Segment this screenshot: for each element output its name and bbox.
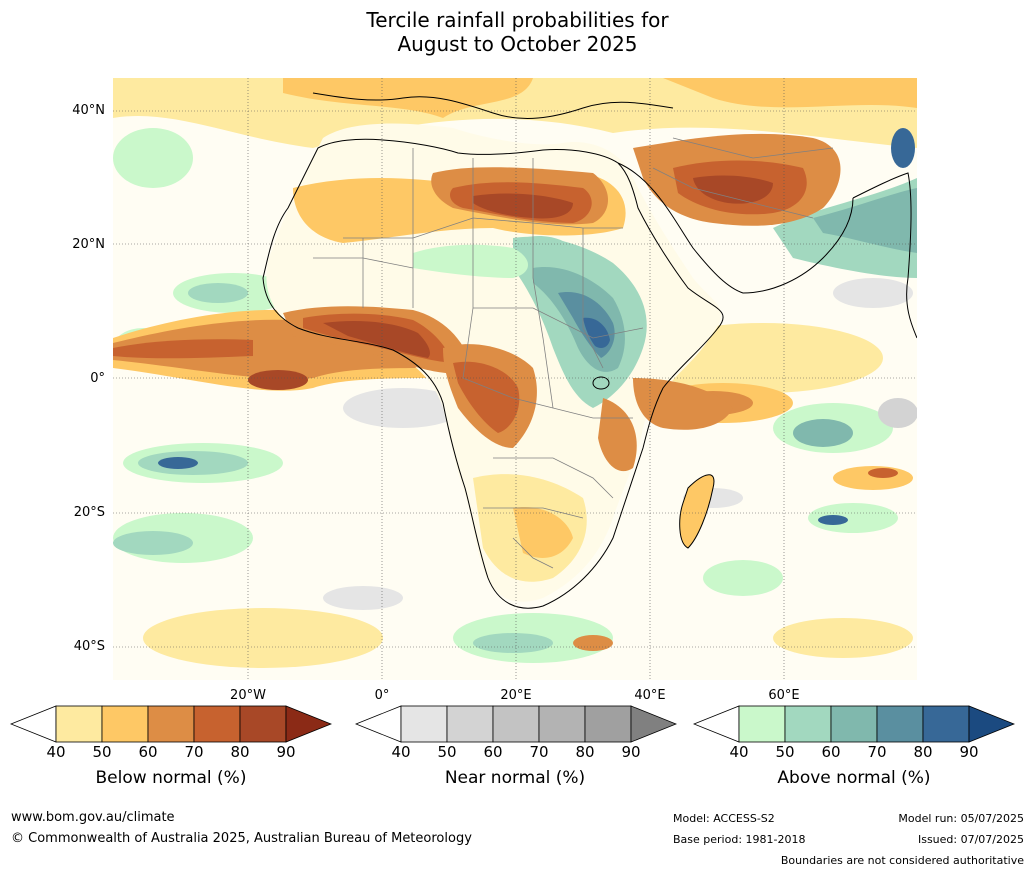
colorbar-above-title: Above normal (%) [777,768,931,788]
colorbar-above-tick: 40 [729,743,749,761]
map-title: Tercile rainfall probabilities for Augus… [0,8,1035,56]
colorbar-above-tick: 70 [867,743,887,761]
model-name: Model: ACCESS-S2 [673,812,775,825]
colorbar-above-tick: 80 [913,743,933,761]
base-period: Base period: 1981-2018 [673,833,806,846]
coastlines [262,92,917,609]
colorbar-near-swatch [538,705,586,743]
colorbar-below-tick: 90 [276,743,296,761]
colorbar-below-swatch [147,705,195,743]
colorbar-above-tick: 60 [821,743,841,761]
colorbar-above-swatches [693,705,1015,743]
colorbar-above-tick: 90 [959,743,979,761]
colorbar-near-tick: 70 [529,743,549,761]
colorbar-above-tick: 50 [775,743,795,761]
colorbar-near-swatch [446,705,494,743]
colorbar-near-swatches [355,705,677,743]
colorbar-below-tick: 50 [92,743,112,761]
colorbar-below-low-extend [10,705,57,743]
lon-label-20e: 20°E [500,688,532,703]
colorbar-below-swatches [10,705,332,743]
colorbar-above-swatch [784,705,832,743]
colorbar-below-swatch [193,705,241,743]
map-canvas [113,78,917,680]
colorbar-below-swatch [101,705,149,743]
colorbar-below-tick: 60 [138,743,158,761]
lat-label-40s: 40°S [73,639,105,654]
colorbar-above-low-extend [693,705,740,743]
colorbar-below-tick: 70 [184,743,204,761]
colorbar-near-swatch [584,705,632,743]
colorbar-near-tick: 90 [621,743,641,761]
lat-label-equator: 0° [90,371,105,386]
graticule [113,78,917,680]
colorbar-above-ticks: 40 50 60 70 80 90 [693,743,1015,763]
colorbar-near-swatch [400,705,448,743]
colorbar-near-tick: 80 [575,743,595,761]
colorbar-below-normal: 40 50 60 70 80 90 [10,705,332,763]
lat-label-20n: 20°N [72,237,105,252]
colorbar-above-swatch [830,705,878,743]
lon-label-20w: 20°W [230,688,266,703]
colorbar-below-tick: 80 [230,743,250,761]
colorbar-above-normal: 40 50 60 70 80 90 [693,705,1015,763]
colorbar-above-swatch [738,705,786,743]
colorbar-below-title: Below normal (%) [95,768,247,788]
colorbar-below-ticks: 40 50 60 70 80 90 [10,743,332,763]
issued-date: Issued: 07/07/2025 [917,833,1024,846]
colorbar-near-high-extend [630,705,677,743]
colorbar-above-swatch [876,705,924,743]
lon-label-40e: 40°E [634,688,666,703]
title-line-1: Tercile rainfall probabilities for [366,8,669,32]
colorbar-above-swatch [922,705,970,743]
lon-label-0: 0° [374,688,390,703]
africa-land [266,123,841,602]
colorbar-near-swatch [492,705,540,743]
title-line-2: August to October 2025 [397,32,638,56]
colorbar-below-swatch [239,705,287,743]
lon-label-60e: 60°E [768,688,800,703]
country-borders [313,137,834,569]
colorbar-near-normal: 40 50 60 70 80 90 [355,705,677,763]
lat-label-40n: 40°N [72,103,105,118]
colorbar-near-tick: 50 [437,743,457,761]
colorbar-near-low-extend [355,705,402,743]
model-run-date: Model run: 05/07/2025 [898,812,1024,825]
probability-map[interactable] [113,78,917,680]
colorbar-below-high-extend [285,705,332,743]
colorbar-near-tick: 60 [483,743,503,761]
lat-label-20s: 20°S [73,505,105,520]
copyright-text: © Commonwealth of Australia 2025, Austra… [11,831,472,846]
boundaries-disclaimer: Boundaries are not considered authoritat… [780,854,1024,867]
website-link[interactable]: www.bom.gov.au/climate [11,810,175,825]
colorbar-below-swatch [55,705,103,743]
colorbar-below-tick: 40 [46,743,66,761]
colorbar-near-ticks: 40 50 60 70 80 90 [355,743,677,763]
colorbar-near-title: Near normal (%) [444,768,586,788]
colorbar-above-high-extend [968,705,1015,743]
colorbar-near-tick: 40 [391,743,411,761]
